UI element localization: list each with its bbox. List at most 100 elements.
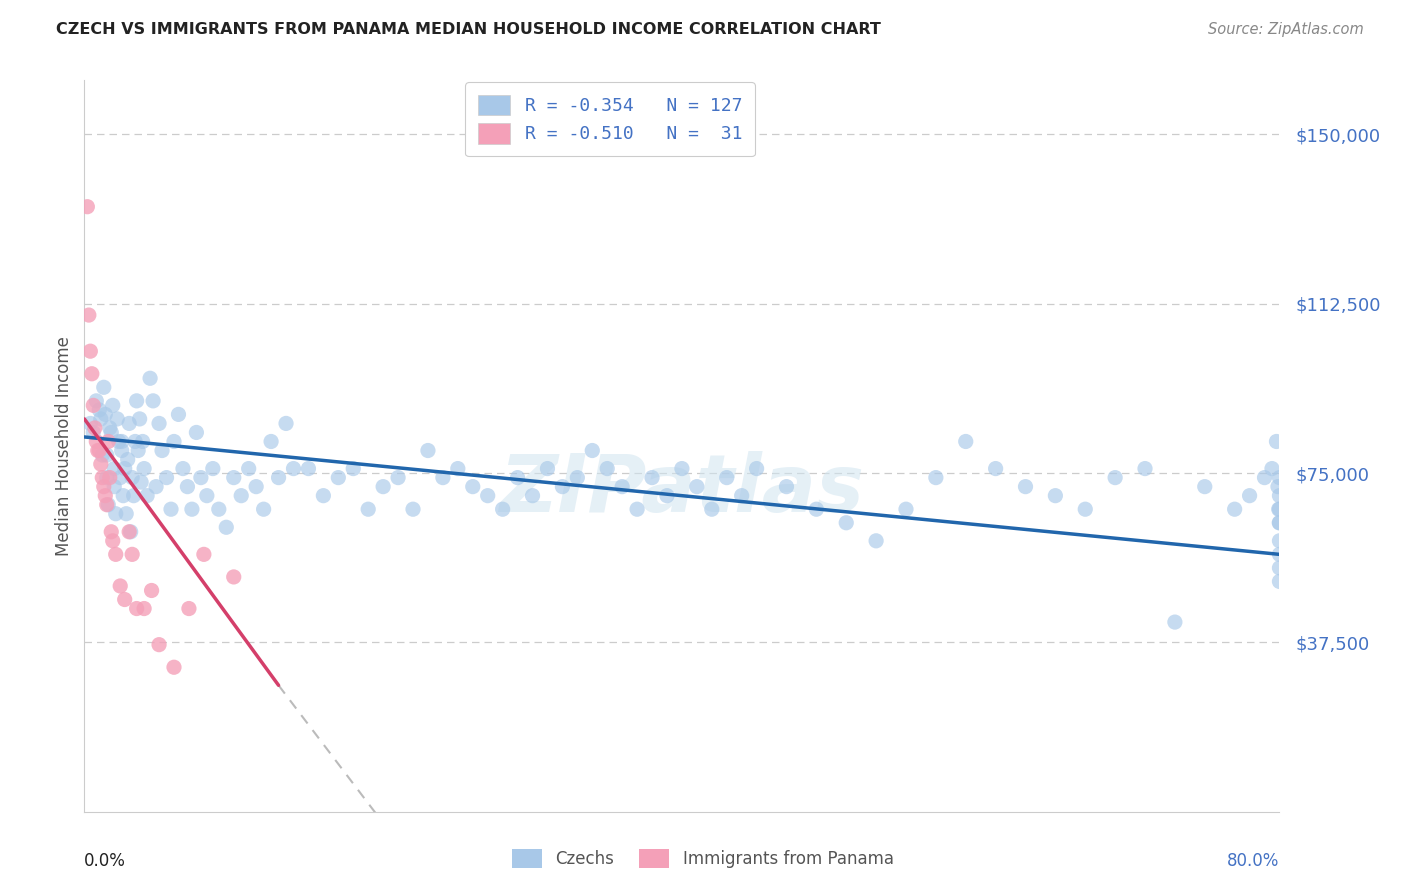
Text: CZECH VS IMMIGRANTS FROM PANAMA MEDIAN HOUSEHOLD INCOME CORRELATION CHART: CZECH VS IMMIGRANTS FROM PANAMA MEDIAN H… <box>56 22 882 37</box>
Legend: Czechs, Immigrants from Panama: Czechs, Immigrants from Panama <box>503 840 903 877</box>
Point <box>731 489 754 503</box>
Point <box>89 403 111 417</box>
Point <box>925 470 948 484</box>
Point <box>231 489 253 503</box>
Text: Source: ZipAtlas.com: Source: ZipAtlas.com <box>1208 22 1364 37</box>
Point <box>79 344 101 359</box>
Point <box>1074 502 1097 516</box>
Point <box>115 507 138 521</box>
Point <box>127 443 149 458</box>
Point <box>1268 516 1291 530</box>
Point <box>82 425 104 440</box>
Point <box>131 434 153 449</box>
Point <box>201 461 224 475</box>
Point <box>1267 502 1289 516</box>
Point <box>120 524 142 539</box>
Point <box>96 470 118 484</box>
Point <box>641 470 664 484</box>
Point <box>1268 547 1291 561</box>
Point <box>148 417 170 431</box>
Text: ZIPatlas: ZIPatlas <box>499 450 865 529</box>
Point <box>655 489 678 503</box>
Point <box>1253 470 1275 484</box>
Point <box>447 461 470 475</box>
Point <box>955 434 977 449</box>
Point <box>416 443 439 458</box>
Point <box>1268 502 1291 516</box>
Point <box>105 412 128 426</box>
Point <box>141 583 163 598</box>
Point <box>96 448 118 462</box>
Point <box>93 480 115 494</box>
Point <box>894 502 917 516</box>
Point <box>432 470 454 484</box>
Point <box>104 547 127 561</box>
Point <box>671 461 693 475</box>
Point <box>91 448 114 462</box>
Point <box>155 470 177 484</box>
Point <box>163 434 186 449</box>
Point <box>98 421 121 435</box>
Point <box>150 443 173 458</box>
Point <box>129 475 152 489</box>
Point <box>716 470 738 484</box>
Point <box>1133 461 1156 475</box>
Point <box>1267 480 1289 494</box>
Point <box>118 417 141 431</box>
Point <box>506 470 529 484</box>
Point <box>186 425 208 440</box>
Point <box>612 480 634 494</box>
Point <box>107 434 129 449</box>
Point <box>103 461 125 475</box>
Point <box>387 470 409 484</box>
Point <box>128 412 150 426</box>
Point <box>402 502 425 516</box>
Point <box>1223 502 1246 516</box>
Point <box>101 533 124 548</box>
Point <box>89 443 111 458</box>
Point <box>195 489 218 503</box>
Point <box>1194 480 1216 494</box>
Point <box>100 524 122 539</box>
Point <box>1268 516 1291 530</box>
Point <box>79 417 101 431</box>
Point <box>90 457 112 471</box>
Point <box>110 579 132 593</box>
Point <box>111 443 134 458</box>
Point <box>700 502 723 516</box>
Point <box>132 601 156 615</box>
Point <box>274 417 297 431</box>
Point <box>87 443 110 458</box>
Point <box>103 480 125 494</box>
Point <box>90 412 112 426</box>
Point <box>806 502 828 516</box>
Point <box>121 470 143 484</box>
Point <box>160 502 183 516</box>
Point <box>581 443 603 458</box>
Point <box>865 533 887 548</box>
Point <box>94 489 117 503</box>
Point <box>125 393 148 408</box>
Point <box>181 502 204 516</box>
Point <box>626 502 648 516</box>
Point <box>97 434 120 449</box>
Point <box>1045 489 1067 503</box>
Point <box>283 461 305 475</box>
Point <box>342 461 364 475</box>
Point <box>253 502 276 516</box>
Point <box>1268 561 1291 575</box>
Point <box>94 408 117 422</box>
Point <box>222 570 245 584</box>
Point <box>145 480 167 494</box>
Point <box>492 502 515 516</box>
Point <box>1268 470 1291 484</box>
Point <box>215 520 238 534</box>
Point <box>96 498 118 512</box>
Point <box>132 461 156 475</box>
Y-axis label: Median Household Income: Median Household Income <box>55 336 73 556</box>
Point <box>984 461 1007 475</box>
Point <box>100 425 122 440</box>
Point <box>260 434 283 449</box>
Text: 0.0%: 0.0% <box>84 852 127 870</box>
Point <box>208 502 231 516</box>
